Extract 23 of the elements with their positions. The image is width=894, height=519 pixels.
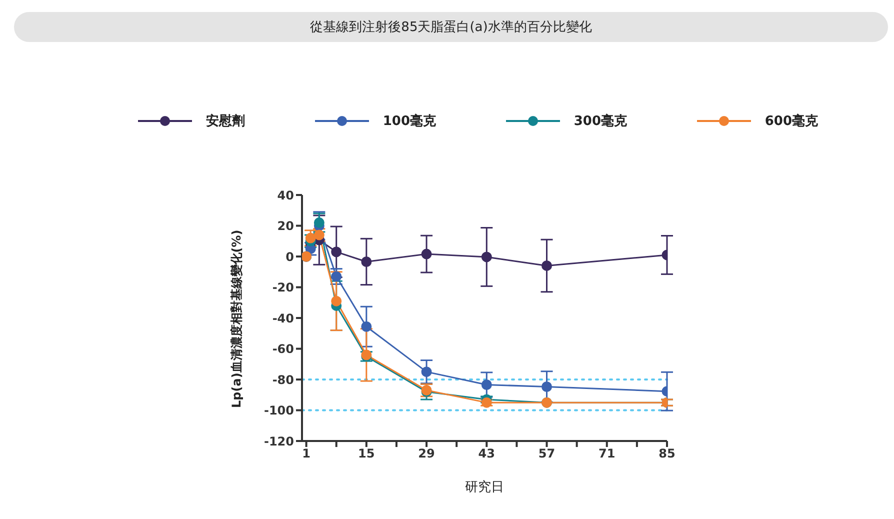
y-tick-label: 0: [286, 250, 294, 264]
y-tick-label: -60: [272, 342, 294, 356]
legend-label: 600毫克: [764, 112, 818, 130]
legend-label: 300毫克: [574, 112, 627, 130]
y-tick-label: -120: [264, 434, 294, 448]
x-axis-title: 研究日: [465, 480, 504, 495]
y-axis-title: Lp(a)血清濃度相對基線變化(%): [229, 230, 244, 408]
legend-label: 安慰劑: [206, 112, 245, 130]
y-tick-label: -100: [264, 404, 294, 418]
legend-label: 100毫克: [382, 112, 436, 130]
x-tick-label: 1: [302, 446, 310, 461]
y-tick-label: 40: [277, 188, 294, 202]
x-tick-label: 29: [418, 446, 435, 461]
x-tick-label: 57: [538, 446, 556, 461]
y-tick-label: 20: [277, 219, 294, 234]
chart-title: 從基線到注射後85天脂蛋白(a)水準的百分比變化: [14, 12, 888, 42]
y-tick-label: -80: [272, 372, 294, 387]
y-tick-label: -20: [272, 280, 294, 295]
x-tick-label: 71: [598, 446, 616, 461]
y-tick-label: -40: [272, 311, 294, 326]
x-tick-label: 43: [478, 446, 495, 461]
x-tick-label: 85: [658, 446, 676, 461]
x-tick-label: 15: [358, 446, 375, 461]
